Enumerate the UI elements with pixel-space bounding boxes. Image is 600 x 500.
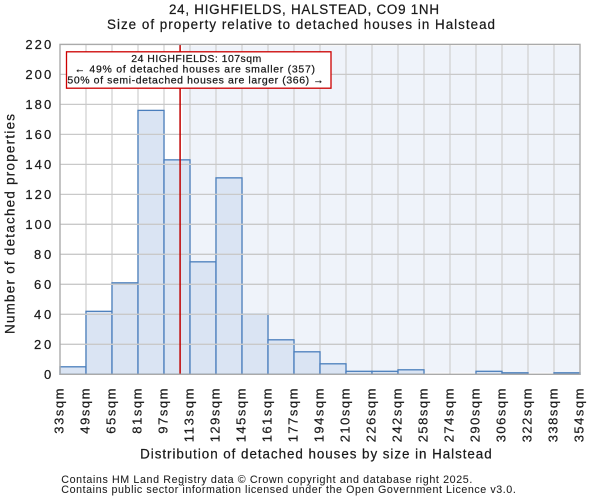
svg-text:113sqm: 113sqm [182,389,197,443]
svg-text:145sqm: 145sqm [234,389,249,443]
svg-text:220: 220 [25,37,51,52]
svg-text:Size of property relative to d: Size of property relative to detached ho… [107,17,495,32]
svg-text:140: 140 [25,157,51,172]
svg-text:338sqm: 338sqm [546,389,561,443]
svg-text:24 HIGHFIELDS: 107sqm: 24 HIGHFIELDS: 107sqm [131,53,261,65]
svg-text:177sqm: 177sqm [286,389,301,443]
svg-text:242sqm: 242sqm [390,389,405,443]
svg-text:Contains public sector informa: Contains public sector information licen… [61,484,516,496]
svg-text:160: 160 [25,127,51,142]
svg-text:306sqm: 306sqm [494,389,509,443]
svg-text:226sqm: 226sqm [364,389,379,443]
svg-text:49sqm: 49sqm [78,389,93,434]
svg-text:354sqm: 354sqm [572,389,587,443]
svg-text:97sqm: 97sqm [156,389,171,434]
svg-text:← 49% of detached houses are s: ← 49% of detached houses are smaller (35… [75,63,315,75]
svg-text:33sqm: 33sqm [52,389,67,434]
svg-text:290sqm: 290sqm [468,389,483,443]
svg-text:81sqm: 81sqm [130,389,145,434]
svg-text:100: 100 [25,217,51,232]
svg-text:50% of semi-detached houses ar: 50% of semi-detached houses are larger (… [67,74,323,86]
svg-text:Distribution of detached house: Distribution of detached houses by size … [140,446,491,461]
svg-text:Contains HM Land Registry data: Contains HM Land Registry data © Crown c… [61,474,472,486]
svg-text:120: 120 [25,187,51,202]
svg-text:258sqm: 258sqm [416,389,431,443]
svg-text:180: 180 [25,97,51,112]
svg-text:200: 200 [25,67,51,82]
svg-text:210sqm: 210sqm [338,389,353,443]
svg-text:65sqm: 65sqm [104,389,119,434]
svg-text:24, HIGHFIELDS, HALSTEAD, CO9: 24, HIGHFIELDS, HALSTEAD, CO9 1NH [169,2,439,17]
svg-text:0: 0 [44,367,51,382]
svg-text:129sqm: 129sqm [208,389,223,443]
svg-text:194sqm: 194sqm [312,389,327,443]
svg-text:322sqm: 322sqm [520,389,535,443]
svg-text:274sqm: 274sqm [442,389,457,443]
svg-text:Number of detached properties: Number of detached properties [3,114,18,334]
svg-text:161sqm: 161sqm [260,389,275,443]
